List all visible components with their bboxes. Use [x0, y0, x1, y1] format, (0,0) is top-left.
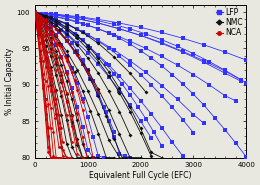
- X-axis label: Equivalent Full Cycle (EFC): Equivalent Full Cycle (EFC): [89, 171, 192, 180]
- Y-axis label: % Initial Capacity: % Initial Capacity: [5, 48, 14, 115]
- Legend: LFP, NMC, NCA: LFP, NMC, NCA: [215, 7, 244, 38]
